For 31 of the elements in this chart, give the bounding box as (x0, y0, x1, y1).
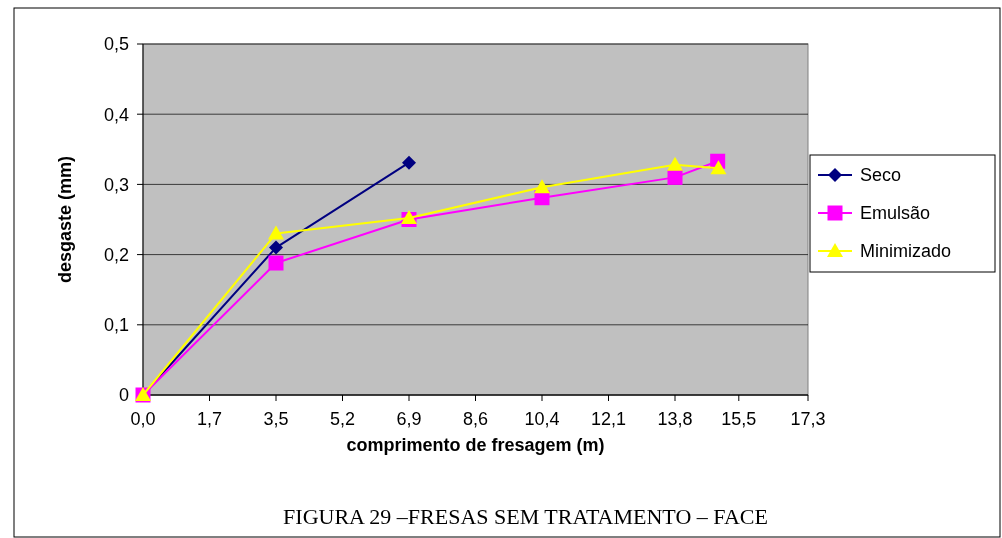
y-tick-label: 0,1 (103, 315, 129, 336)
point (534, 179, 550, 194)
point (402, 155, 416, 170)
x-tick-label: 8,6 (462, 409, 489, 429)
y-tick-label: 0,2 (103, 244, 129, 265)
point (269, 240, 283, 255)
x-tick-label: 17,3 (790, 409, 826, 429)
x-tick-label: 0,0 (130, 409, 156, 429)
x-tick-label: 15,5 (721, 409, 757, 429)
x-tick-label: 3,5 (263, 409, 289, 429)
x-tick-label: 6,9 (396, 409, 422, 429)
y-axis-title: desgaste (mm) (55, 155, 75, 284)
x-tick-label: 5,2 (329, 409, 356, 429)
x-tick-label: 12,1 (590, 409, 627, 429)
x-tick-label: 13,8 (657, 409, 693, 429)
y-tick-label: 0,3 (103, 174, 129, 195)
x-axis-title: comprimento de fresagem (m) (346, 435, 605, 455)
x-tick-label: 1,7 (196, 409, 223, 429)
point (667, 156, 683, 171)
x-tick-label: 10,4 (524, 409, 560, 429)
y-tick-label: 0,4 (103, 104, 129, 125)
point (667, 169, 683, 185)
text: FIGURA 29 –FRESAS SEM TRATAMENTO – FACE (283, 504, 768, 529)
point (268, 255, 284, 271)
legend-label: Minimizado (860, 241, 952, 262)
legend-label: Seco (860, 165, 902, 186)
point (268, 225, 284, 240)
point (710, 160, 727, 175)
y-tick-label: 0 (118, 385, 129, 406)
y-tick-label: 0,5 (103, 34, 129, 55)
legend-label: Emulsão (860, 203, 931, 224)
